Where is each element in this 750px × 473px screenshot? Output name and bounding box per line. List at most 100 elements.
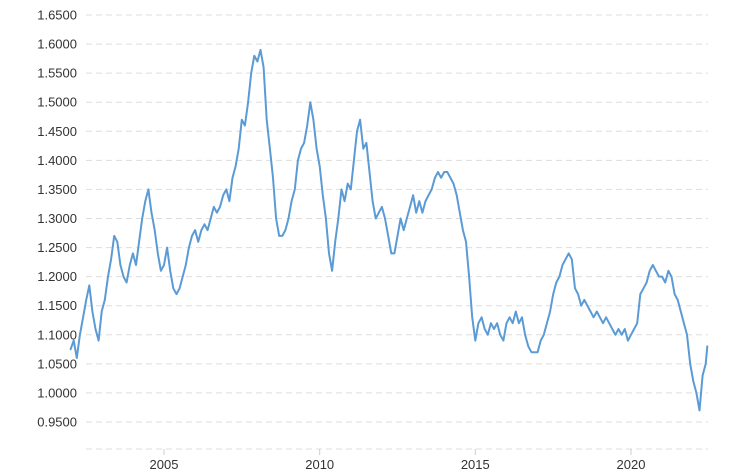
data-point bbox=[309, 101, 311, 103]
data-point bbox=[524, 334, 526, 336]
data-point bbox=[331, 270, 333, 272]
data-point bbox=[574, 287, 576, 289]
data-point bbox=[290, 200, 292, 202]
data-point bbox=[284, 229, 286, 231]
data-point bbox=[474, 339, 476, 341]
data-point bbox=[194, 229, 196, 231]
data-point bbox=[527, 345, 529, 347]
data-point bbox=[356, 130, 358, 132]
data-point bbox=[440, 177, 442, 179]
data-point bbox=[652, 264, 654, 266]
data-point bbox=[387, 235, 389, 237]
data-point bbox=[234, 165, 236, 167]
data-point bbox=[434, 177, 436, 179]
data-point bbox=[154, 229, 156, 231]
data-point bbox=[85, 299, 87, 301]
data-point bbox=[706, 345, 708, 347]
y-tick-label: 1.6500 bbox=[37, 8, 77, 23]
data-point bbox=[163, 264, 165, 266]
data-point bbox=[175, 293, 177, 295]
data-point bbox=[424, 200, 426, 202]
data-point bbox=[107, 275, 109, 277]
x-tick-label: 2010 bbox=[305, 457, 334, 472]
data-point bbox=[113, 235, 115, 237]
data-point bbox=[689, 363, 691, 365]
y-tick-label: 1.2500 bbox=[37, 240, 77, 255]
data-point bbox=[645, 281, 647, 283]
data-point bbox=[701, 374, 703, 376]
data-point bbox=[406, 217, 408, 219]
data-point bbox=[160, 270, 162, 272]
data-point bbox=[459, 212, 461, 214]
data-point bbox=[82, 316, 84, 318]
data-point bbox=[508, 316, 510, 318]
data-point bbox=[334, 241, 336, 243]
data-point bbox=[182, 275, 184, 277]
data-point bbox=[393, 252, 395, 254]
data-point bbox=[549, 310, 551, 312]
data-point bbox=[200, 229, 202, 231]
data-point bbox=[617, 328, 619, 330]
data-point bbox=[150, 212, 152, 214]
data-point bbox=[409, 206, 411, 208]
y-axis-tick-labels: 0.9500 1.0000 1.0500 1.1000 1.1500 1.2000 1.25… bbox=[37, 8, 77, 430]
data-point bbox=[228, 200, 230, 202]
data-point bbox=[686, 334, 688, 336]
data-point bbox=[490, 322, 492, 324]
data-point bbox=[456, 194, 458, 196]
data-point bbox=[462, 229, 464, 231]
data-point bbox=[431, 188, 433, 190]
data-point bbox=[630, 334, 632, 336]
data-point bbox=[287, 217, 289, 219]
data-point bbox=[449, 177, 451, 179]
data-point bbox=[375, 217, 377, 219]
data-point bbox=[664, 281, 666, 283]
data-point bbox=[231, 177, 233, 179]
data-point bbox=[132, 252, 134, 254]
data-point bbox=[303, 142, 305, 144]
data-point bbox=[673, 293, 675, 295]
data-point bbox=[599, 316, 601, 318]
data-point bbox=[253, 55, 255, 57]
data-point bbox=[350, 188, 352, 190]
data-point bbox=[437, 171, 439, 173]
x-tick-label: 2020 bbox=[617, 457, 646, 472]
data-point bbox=[577, 293, 579, 295]
data-point bbox=[359, 119, 361, 121]
data-point bbox=[443, 171, 445, 173]
data-point bbox=[452, 182, 454, 184]
y-tick-label: 1.3000 bbox=[37, 211, 77, 226]
data-point bbox=[125, 281, 127, 283]
data-point bbox=[381, 206, 383, 208]
y-tick-label: 1.0000 bbox=[37, 385, 77, 400]
data-point bbox=[300, 148, 302, 150]
series-line bbox=[69, 48, 709, 412]
data-point bbox=[586, 305, 588, 307]
data-point bbox=[596, 310, 598, 312]
data-point bbox=[521, 316, 523, 318]
data-point bbox=[213, 206, 215, 208]
data-point bbox=[512, 322, 514, 324]
data-point bbox=[135, 264, 137, 266]
data-point bbox=[661, 275, 663, 277]
data-point bbox=[319, 165, 321, 167]
data-point bbox=[166, 246, 168, 248]
data-point bbox=[281, 235, 283, 237]
data-point bbox=[614, 334, 616, 336]
data-point bbox=[169, 270, 171, 272]
data-point bbox=[247, 101, 249, 103]
data-point bbox=[415, 212, 417, 214]
data-point bbox=[568, 252, 570, 254]
data-point bbox=[502, 339, 504, 341]
y-tick-label: 1.6000 bbox=[37, 37, 77, 52]
data-point bbox=[69, 348, 71, 350]
data-point bbox=[561, 264, 563, 266]
data-point bbox=[79, 334, 81, 336]
data-point bbox=[266, 119, 268, 121]
data-point bbox=[216, 212, 218, 214]
data-point bbox=[583, 299, 585, 301]
x-axis-ticks: 2005 2010 2015 2020 bbox=[150, 449, 646, 472]
data-point bbox=[384, 217, 386, 219]
data-point bbox=[275, 217, 277, 219]
